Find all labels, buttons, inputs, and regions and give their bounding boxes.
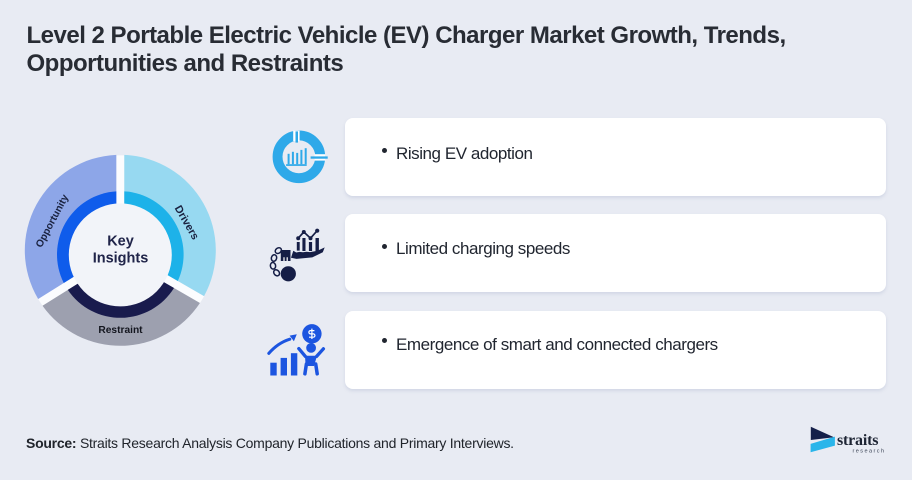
- svg-text:Key: Key: [107, 234, 134, 250]
- svg-text:Restraint: Restraint: [98, 325, 143, 336]
- svg-text:research: research: [853, 448, 886, 454]
- svg-text:straits: straits: [837, 432, 878, 449]
- svg-text:Insights: Insights: [93, 251, 149, 267]
